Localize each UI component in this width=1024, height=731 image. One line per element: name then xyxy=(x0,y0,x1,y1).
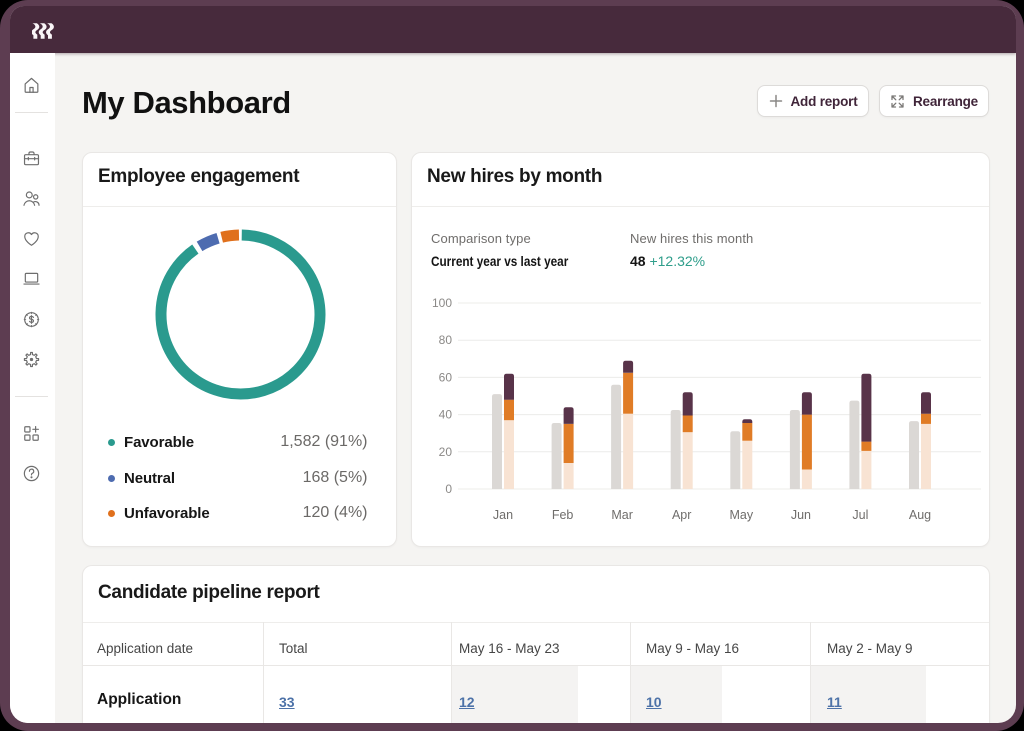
svg-text:40: 40 xyxy=(439,408,453,422)
svg-text:Feb: Feb xyxy=(552,508,574,522)
svg-text:60: 60 xyxy=(439,370,453,384)
svg-text:20: 20 xyxy=(439,445,453,459)
svg-text:May: May xyxy=(729,508,753,522)
svg-text:0: 0 xyxy=(445,482,452,496)
svg-text:100: 100 xyxy=(432,296,452,310)
svg-text:80: 80 xyxy=(439,333,453,347)
svg-text:Jan: Jan xyxy=(493,508,513,522)
svg-text:Jul: Jul xyxy=(852,508,868,522)
svg-text:Mar: Mar xyxy=(611,508,633,522)
svg-text:Jun: Jun xyxy=(791,508,811,522)
svg-text:Aug: Aug xyxy=(909,508,931,522)
svg-text:Apr: Apr xyxy=(672,508,691,522)
